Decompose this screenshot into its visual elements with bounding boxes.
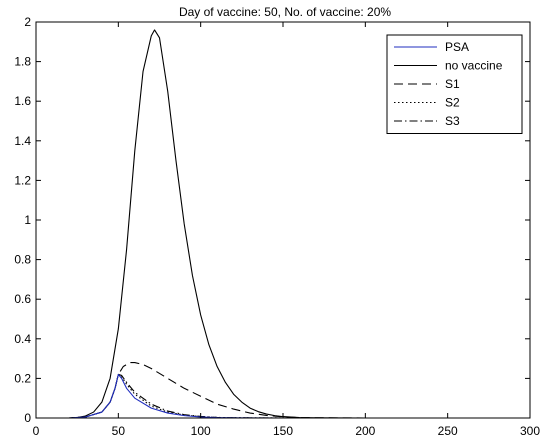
- x-tick-label: 0: [33, 424, 40, 438]
- legend: PSA no vaccine S1 S2 S3: [386, 34, 523, 134]
- y-tick-label: 0.6: [14, 292, 31, 306]
- y-tick-label: 1.2: [14, 173, 31, 187]
- y-tick-label: 0: [24, 411, 31, 425]
- x-tick-label: 150: [273, 424, 293, 438]
- series-line-s3: [36, 373, 530, 418]
- x-tick-label: 100: [191, 424, 211, 438]
- x-tick-label: 300: [520, 424, 540, 438]
- y-tick-label: 0.4: [14, 332, 31, 346]
- series-line-s1: [36, 362, 530, 418]
- series-line-s2: [36, 373, 530, 418]
- y-tick-label: 0.2: [14, 371, 31, 385]
- legend-label: no vaccine: [445, 59, 503, 73]
- chart-title: Day of vaccine: 50, No. of vaccine: 20%: [179, 5, 391, 19]
- y-tick-label: 0.8: [14, 253, 31, 267]
- series-line-no-vaccine: [36, 29, 530, 418]
- axes: 0 50 100 150 200 250 300 0 0.2 0.4 0.6 0.8 1 1.2 1.4 1.…: [14, 15, 540, 438]
- series-line-psa: [36, 373, 530, 418]
- y-tick-label: 2: [24, 15, 31, 29]
- x-tick-label: 250: [438, 424, 458, 438]
- legend-label: S2: [445, 96, 460, 110]
- legend-label: S3: [445, 114, 460, 128]
- legend-label: PSA: [445, 40, 469, 54]
- y-tick-label: 1.8: [14, 55, 31, 69]
- y-tick-label: 1: [24, 213, 31, 227]
- legend-label: S1: [445, 77, 460, 91]
- x-tick-label: 50: [112, 424, 126, 438]
- y-tick-label: 1.4: [14, 134, 31, 148]
- x-tick-label: 200: [355, 424, 375, 438]
- y-tick-label: 1.6: [14, 94, 31, 108]
